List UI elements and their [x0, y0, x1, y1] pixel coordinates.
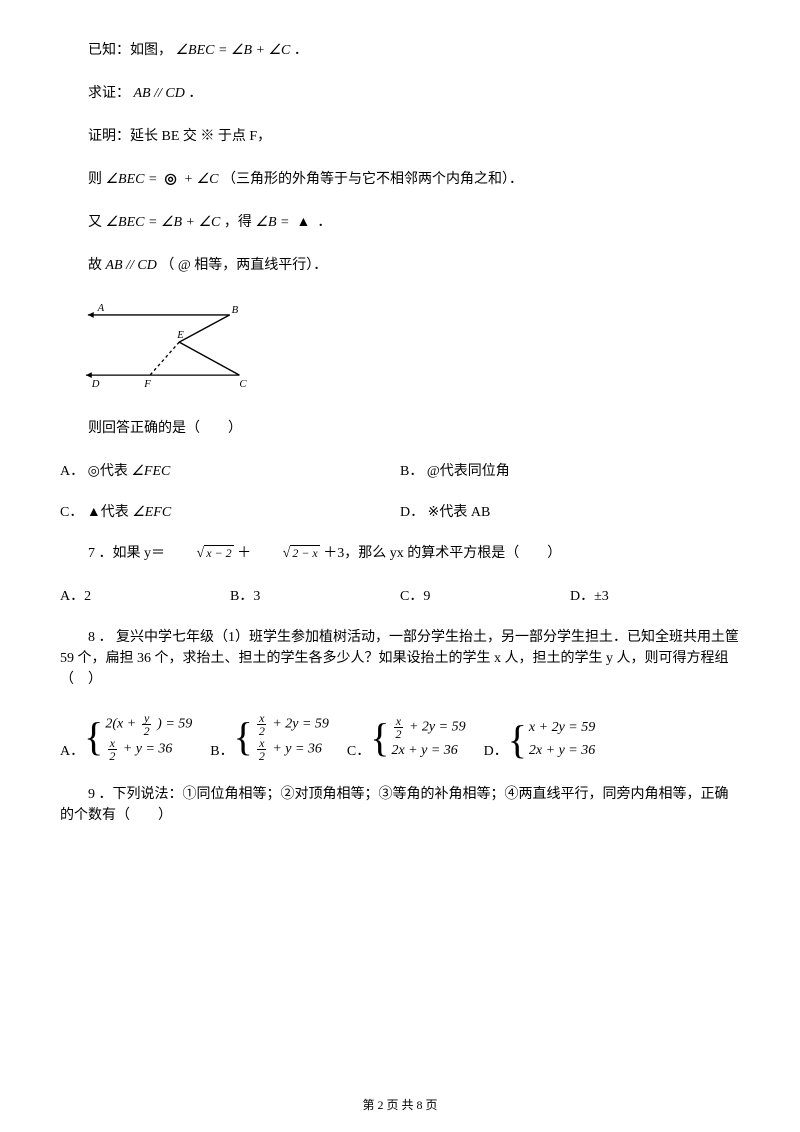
proof-step-3: 又 ∠BEC = ∠B + ∠C ，得 ∠B = ▲ ．: [60, 212, 740, 233]
option-d: D． ※代表 AB: [400, 502, 740, 523]
q7-opt-c: C．9: [400, 586, 570, 607]
proof-step-4: 故 AB // CD （ @ 相等，两直线平行）．: [60, 255, 740, 276]
answer-prompt: 则回答正确的是（ ）: [60, 418, 740, 439]
text: （三角形的外角等于与它不相邻两个内角之和）．: [222, 172, 523, 187]
blank-triangle: ▲: [296, 215, 310, 230]
proof-step-1: 证明：延长 BE 交 ※ 于点 F，: [60, 126, 740, 147]
question-7-options: A．2 B．3 C．9 D．±3: [60, 586, 740, 607]
question-8: 8 ． 复兴中学七年级（1）班学生参加植树活动，一部分学生抬土，另一部分学生担土…: [60, 627, 740, 690]
q7-opt-b: B．3: [230, 586, 400, 607]
brace-icon: {: [508, 724, 527, 756]
label-A: A: [97, 302, 105, 314]
text: 求证：: [88, 86, 130, 101]
text: 证明：延长 BE 交: [88, 129, 197, 144]
text: ．: [188, 86, 202, 101]
q7-opt-a: A．2: [60, 586, 230, 607]
math: ∠B =: [255, 215, 289, 230]
option-b: B． @代表同位角: [400, 461, 740, 482]
label-D: D: [91, 378, 100, 390]
options-row-2: C． ▲代表 ∠EFC D． ※代表 AB: [60, 502, 740, 523]
brace-icon: {: [84, 721, 103, 753]
prove-line: 求证： AB // CD ．: [60, 83, 740, 104]
blank-circle: ◎: [164, 172, 176, 187]
question-7: 7 ．如果 y＝ x − 2 ＋ 2 − x ＋3，那么 yx 的算术平方根是（…: [60, 543, 740, 564]
page-footer: 第 2 页 共 8 页: [0, 1096, 800, 1114]
option-c: C． ▲代表 ∠EFC: [60, 502, 400, 523]
text: （: [160, 258, 174, 273]
text: 相等，两直线平行）．: [194, 258, 327, 273]
brace-icon: {: [370, 722, 389, 754]
text: 于点 F，: [218, 129, 271, 144]
q7-opt-d: D．±3: [570, 586, 740, 607]
text: 又: [88, 215, 102, 230]
sqrt-1: x − 2: [169, 543, 234, 564]
text: 则: [88, 172, 102, 187]
blank-at: @: [178, 258, 191, 273]
text: ．: [294, 43, 308, 58]
math: ∠BEC = ∠B + ∠C: [106, 215, 221, 230]
sqrt-2: 2 − x: [255, 543, 320, 564]
text: 已知：如图，: [88, 43, 172, 58]
question-8-options: A． { 2(x + y2 ) = 59 x2 + y = 36 B．: [60, 712, 740, 762]
text: ，得: [224, 215, 252, 230]
q8-opt-b: B． { x2 + 2y = 59 x2 + y = 36: [210, 712, 329, 762]
label-C: C: [239, 378, 247, 390]
math: AB // CD: [134, 86, 185, 101]
label-E: E: [176, 329, 184, 341]
math: ∠BEC = ∠B + ∠C: [176, 43, 291, 58]
q8-opt-a: A． { 2(x + y2 ) = 59 x2 + y = 36: [60, 712, 192, 762]
blank-star: ※: [200, 129, 214, 144]
math: ∠BEC =: [106, 172, 158, 187]
q8-opt-c: C． { x2 + 2y = 59 2x + y = 36: [347, 715, 466, 762]
q8-opt-d: D． { x + 2y = 59 2x + y = 36: [484, 717, 596, 762]
math: AB // CD: [106, 258, 157, 273]
option-a: A． ◎代表 ∠FEC: [60, 461, 400, 482]
text: 故: [88, 258, 102, 273]
figure-svg: A B E D F C: [84, 298, 254, 393]
brace-icon: {: [234, 721, 253, 753]
given-line: 已知：如图， ∠BEC = ∠B + ∠C ．: [60, 40, 740, 61]
geometry-figure: A B E D F C: [84, 298, 740, 400]
options-row-1: A． ◎代表 ∠FEC B． @代表同位角: [60, 461, 740, 482]
label-B: B: [232, 304, 239, 316]
question-9: 9 ．下列说法：①同位角相等；②对顶角相等；③等角的补角相等；④两直线平行，同旁…: [60, 784, 740, 826]
proof-step-2: 则 ∠BEC = ◎ + ∠C （三角形的外角等于与它不相邻两个内角之和）．: [60, 169, 740, 190]
text: ．: [317, 215, 331, 230]
math: + ∠C: [184, 172, 219, 187]
label-F: F: [143, 378, 151, 390]
